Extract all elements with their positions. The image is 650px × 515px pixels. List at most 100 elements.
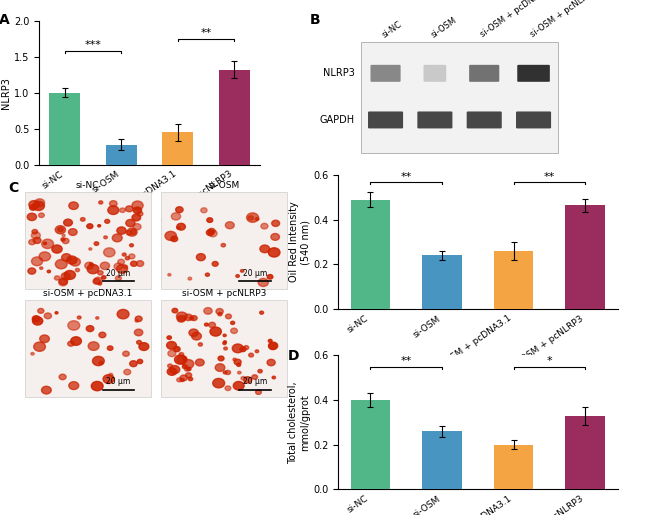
FancyBboxPatch shape [161, 192, 287, 289]
Circle shape [91, 382, 103, 391]
Circle shape [55, 312, 58, 314]
Circle shape [68, 321, 80, 330]
Circle shape [180, 375, 187, 381]
Circle shape [187, 367, 191, 371]
Circle shape [136, 340, 142, 345]
Bar [49, 93, 80, 165]
Text: si-NC: si-NC [76, 181, 99, 190]
Circle shape [212, 262, 218, 266]
Circle shape [61, 272, 70, 280]
FancyBboxPatch shape [417, 111, 452, 128]
Circle shape [226, 314, 231, 319]
Circle shape [176, 312, 187, 321]
Circle shape [137, 212, 143, 216]
Circle shape [226, 370, 231, 374]
Circle shape [252, 375, 257, 380]
Circle shape [47, 270, 51, 273]
Circle shape [139, 342, 149, 351]
Circle shape [67, 256, 77, 264]
Circle shape [207, 230, 214, 235]
Circle shape [183, 357, 187, 359]
Text: GAPDH: GAPDH [320, 115, 355, 125]
Circle shape [177, 378, 182, 382]
Circle shape [223, 334, 226, 337]
Circle shape [258, 278, 268, 286]
Circle shape [248, 216, 254, 220]
Circle shape [116, 265, 127, 273]
Circle shape [226, 222, 234, 229]
Circle shape [55, 226, 66, 234]
Circle shape [237, 363, 240, 366]
Circle shape [31, 232, 40, 239]
Circle shape [133, 207, 142, 214]
Circle shape [38, 213, 44, 217]
Bar [494, 444, 533, 489]
Circle shape [100, 262, 110, 269]
Circle shape [124, 369, 131, 375]
Circle shape [216, 308, 224, 314]
Y-axis label: Total cholesterol,
mmol/gprot: Total cholesterol, mmol/gprot [289, 381, 310, 464]
Circle shape [98, 225, 101, 227]
Circle shape [268, 344, 277, 350]
Circle shape [99, 201, 103, 204]
Circle shape [258, 369, 262, 373]
Circle shape [62, 254, 71, 261]
Circle shape [233, 382, 244, 390]
Bar [351, 200, 390, 309]
Circle shape [58, 279, 68, 286]
Circle shape [64, 219, 72, 226]
Circle shape [260, 245, 270, 253]
Circle shape [268, 339, 272, 342]
Circle shape [183, 365, 187, 369]
Circle shape [64, 270, 75, 280]
Circle shape [99, 332, 106, 338]
Circle shape [122, 253, 126, 256]
Circle shape [208, 228, 215, 234]
Circle shape [94, 242, 99, 246]
Circle shape [132, 214, 140, 221]
Circle shape [223, 342, 226, 345]
Circle shape [129, 244, 133, 247]
Y-axis label: Relative mRNA level of
NLRP3: Relative mRNA level of NLRP3 [0, 37, 11, 149]
Circle shape [231, 328, 237, 334]
Circle shape [196, 359, 204, 366]
Circle shape [221, 244, 226, 247]
Circle shape [98, 282, 101, 285]
Circle shape [103, 248, 115, 257]
Circle shape [31, 257, 43, 266]
Circle shape [135, 329, 143, 336]
Circle shape [129, 254, 135, 259]
Circle shape [131, 261, 137, 266]
Circle shape [70, 258, 81, 266]
Circle shape [174, 347, 180, 352]
Circle shape [71, 337, 81, 345]
Circle shape [42, 386, 51, 394]
Circle shape [136, 261, 144, 266]
FancyBboxPatch shape [467, 111, 502, 128]
Circle shape [171, 236, 177, 242]
Circle shape [224, 341, 226, 343]
Circle shape [69, 382, 79, 389]
Circle shape [127, 228, 137, 236]
Circle shape [84, 262, 94, 269]
Circle shape [172, 308, 177, 313]
Circle shape [77, 316, 81, 319]
Circle shape [69, 202, 79, 210]
Circle shape [132, 201, 143, 210]
Circle shape [207, 218, 213, 222]
Circle shape [40, 267, 43, 269]
Circle shape [109, 373, 113, 376]
Circle shape [232, 344, 243, 353]
Circle shape [31, 352, 34, 355]
Circle shape [116, 276, 122, 281]
Circle shape [94, 277, 103, 284]
Circle shape [123, 351, 129, 356]
Circle shape [28, 268, 36, 274]
Circle shape [101, 276, 106, 279]
Text: **: ** [200, 28, 212, 38]
Circle shape [177, 224, 185, 230]
Circle shape [168, 350, 176, 356]
Text: 20 μm: 20 μm [107, 377, 131, 386]
Bar [351, 400, 390, 489]
Circle shape [117, 310, 129, 319]
